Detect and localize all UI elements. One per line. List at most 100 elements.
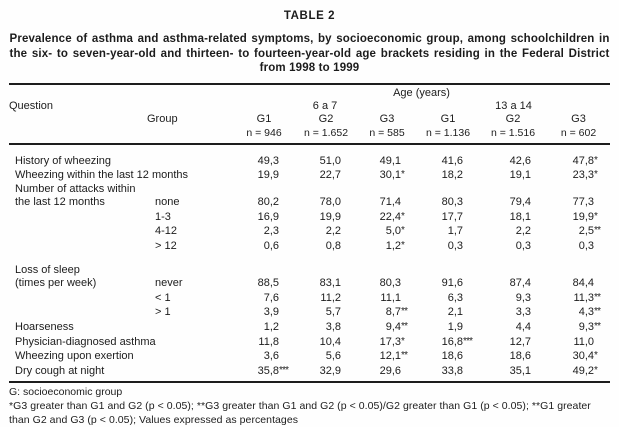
value-cell: 3,8 xyxy=(325,321,341,334)
group-cell: > 1 xyxy=(155,306,171,319)
value-cell xyxy=(233,254,295,278)
value-cell: 80,3 xyxy=(441,196,463,209)
value-cell: 11,8 xyxy=(258,335,279,348)
group-cell: > 12 xyxy=(155,240,177,253)
n-col-header: n = 585 xyxy=(357,125,417,145)
value-cell: 7,6 xyxy=(263,291,279,304)
value-cell xyxy=(479,254,547,278)
value-cell: 0,8 xyxy=(325,240,341,253)
significance-marker: ** xyxy=(401,321,408,333)
group-cell xyxy=(147,144,233,169)
value-cell: 4,3** xyxy=(547,305,610,320)
value-cell xyxy=(547,183,610,197)
age-band-6-7: 6 a 7 xyxy=(312,99,338,112)
value-cell: 84,4 xyxy=(572,277,595,290)
value-cell: 16,8*** xyxy=(417,335,479,350)
value-cell: 2,3 xyxy=(263,225,279,238)
value-cell: 2,2 xyxy=(325,225,341,238)
n-col-header: n = 1.652 xyxy=(295,125,357,145)
n-col-header: n = 946 xyxy=(233,125,295,145)
value-cell: 49,3 xyxy=(257,154,279,167)
value-cell: 1,2* xyxy=(357,239,417,254)
value-cell: 8,7** xyxy=(357,305,417,320)
table-row: < 1 7,6 11,2 11,1 6,3 9,3 11,3** xyxy=(9,291,610,306)
question-cell xyxy=(9,210,147,225)
value-cell: 30,1* xyxy=(357,168,417,183)
value-cell: 41,6 xyxy=(441,154,463,167)
value-cell: 49,2* xyxy=(547,363,611,384)
n-col-header: n = 1.516 xyxy=(479,125,547,145)
value-cell: 9,4** xyxy=(357,320,417,335)
table-row: (times per week) never 88,5 83,1 80,3 91,6 87,… xyxy=(9,277,610,291)
n-header-row: n = 946 n = 1.652 n = 585 n = 1.136 n = … xyxy=(9,125,611,145)
significance-marker: * xyxy=(594,154,598,166)
prevalence-table: Age (years) Question 6 a 7 13 a 14 Group… xyxy=(9,82,611,384)
value-cell: 19,9 xyxy=(319,210,341,223)
value-cell: 10,4 xyxy=(319,335,341,348)
table-row: Hoarseness 1,2 3,8 9,4** 1,9 4,4 9,3** xyxy=(9,320,610,335)
value-cell: 5,0* xyxy=(357,224,417,239)
n-col-header: n = 1.136 xyxy=(417,125,479,145)
value-cell: 17,7 xyxy=(441,210,463,223)
value-cell: 35,1 xyxy=(479,363,547,384)
value-cell: 18,1 xyxy=(509,210,531,223)
table-row: the last 12 months none 80,2 78,0 71,4 80,3 79… xyxy=(9,196,610,210)
value-cell: 6,3 xyxy=(447,291,463,304)
group-col-header: G3 xyxy=(571,112,586,125)
value-cell: 0,3 xyxy=(578,240,595,253)
table-row: Wheezing upon exertion 3,6 5,6 12,1** 18,6 18… xyxy=(9,349,610,364)
value-cell: 11,1 xyxy=(380,291,401,304)
question-header: Question xyxy=(9,99,54,112)
table-header: Age (years) Question 6 a 7 13 a 14 Group… xyxy=(9,82,611,145)
value-cell: 77,3 xyxy=(572,196,595,209)
value-cell: 0,3 xyxy=(515,240,531,253)
table-row: > 1 3,9 5,7 8,7** 2,1 3,3 4,3** xyxy=(9,305,610,320)
value-cell: 4,4 xyxy=(515,321,531,334)
value-cell xyxy=(295,183,357,197)
value-cell: 19,9* xyxy=(547,210,610,225)
group-col-header: G3 xyxy=(379,112,395,125)
value-cell: 12,1** xyxy=(357,349,417,364)
value-cell: 18,2 xyxy=(441,169,463,182)
value-cell: 78,0 xyxy=(319,196,341,209)
value-cell: 18,6 xyxy=(441,350,463,363)
significance-marker: * xyxy=(594,169,598,181)
value-cell: 9,3 xyxy=(515,291,531,304)
group-cell xyxy=(147,349,233,364)
value-cell: 83,1 xyxy=(319,277,341,290)
question-cell xyxy=(9,305,147,320)
question-cell: Loss of sleep xyxy=(15,263,80,276)
value-cell: 91,6 xyxy=(441,277,463,290)
table-row: 1-3 16,9 19,9 22,4* 17,7 18,1 19,9* xyxy=(9,210,610,225)
value-cell: 19,1 xyxy=(509,169,531,182)
value-cell: 87,4 xyxy=(509,277,531,290)
value-cell: 49,1 xyxy=(379,154,401,167)
value-cell: 3,6 xyxy=(263,350,279,363)
significance-marker: * xyxy=(594,210,598,222)
value-cell: 0,6 xyxy=(263,240,279,253)
significance-marker: * xyxy=(594,350,598,362)
significance-marker: * xyxy=(401,225,405,237)
value-cell: 35,8*** xyxy=(233,363,295,384)
group-col-header: G2 xyxy=(318,112,334,125)
n-col-header: n = 602 xyxy=(547,125,611,145)
table-subtitle: Prevalence of asthma and asthma-related … xyxy=(9,33,610,74)
question-cell: Hoarseness xyxy=(15,321,74,334)
value-cell xyxy=(357,254,417,278)
value-cell: 32,9 xyxy=(295,363,357,384)
significance-marker: * xyxy=(401,169,405,181)
table-body: History of wheezing 49,3 51,0 49,1 41,6 42,6 4… xyxy=(9,144,611,384)
value-cell: 11,2 xyxy=(320,291,341,304)
group-cell: 1-3 xyxy=(155,210,171,223)
question-cell: Number of attacks within xyxy=(15,182,136,195)
value-cell: 18,6 xyxy=(509,350,531,363)
group-cell: none xyxy=(155,196,180,209)
table-row: History of wheezing 49,3 51,0 49,1 41,6 42,6 4… xyxy=(9,144,610,169)
group-cell: never xyxy=(155,277,183,290)
group-cell: 4-12 xyxy=(155,225,178,238)
value-cell: 19,9 xyxy=(257,169,279,182)
value-cell: 2,2 xyxy=(515,225,531,238)
table-row: Wheezing within the last 12 months 19,9 22… xyxy=(9,168,610,183)
group-cell xyxy=(147,363,233,384)
